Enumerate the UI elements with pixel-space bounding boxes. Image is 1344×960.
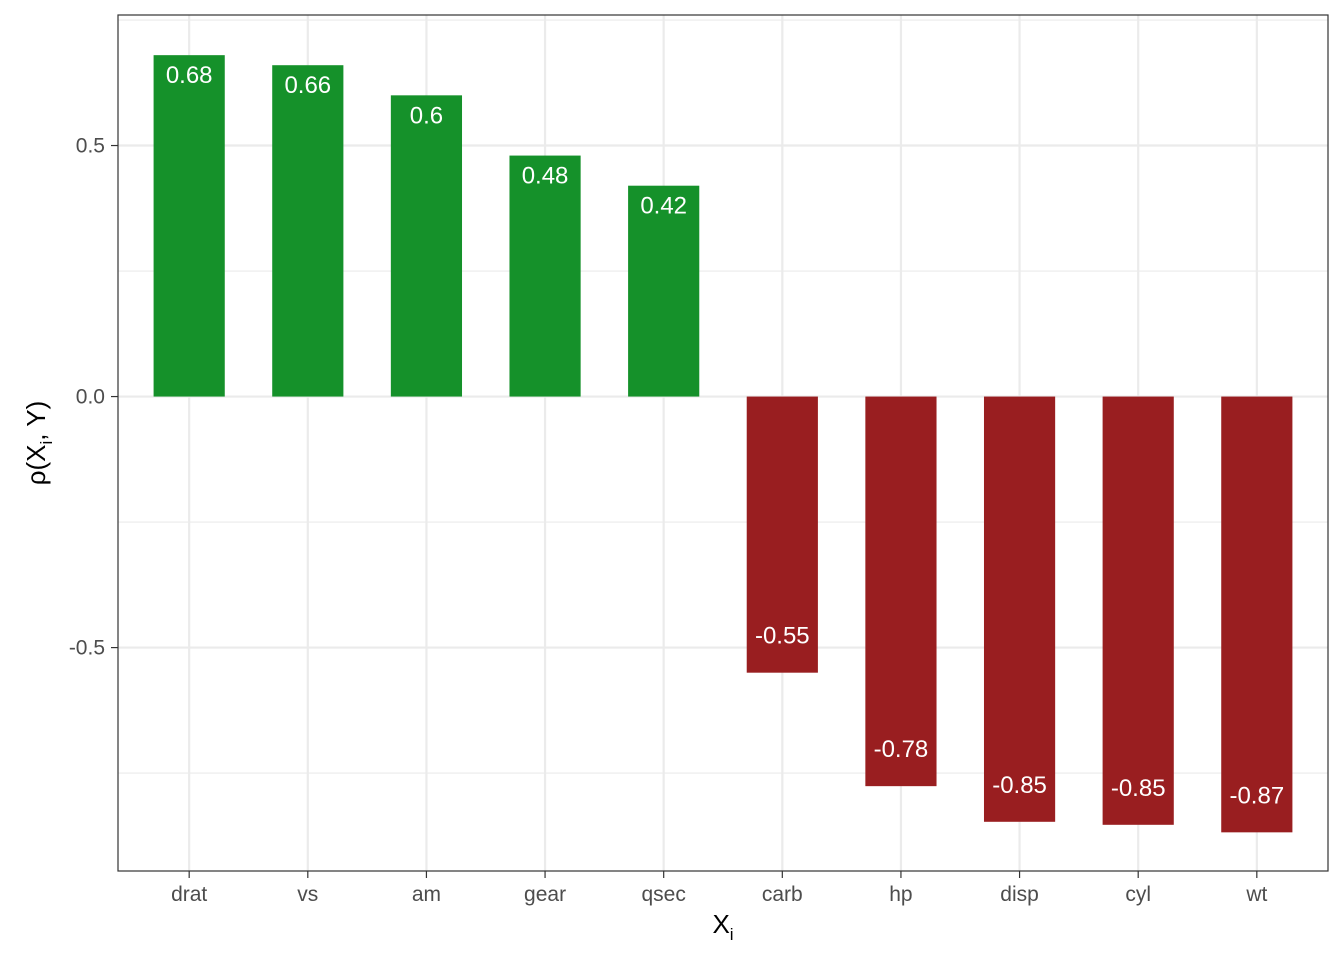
value-label-carb: -0.55: [755, 623, 810, 650]
bar-qsec: [628, 185, 700, 397]
value-label-hp: -0.78: [874, 736, 929, 763]
bar-drat: [153, 55, 225, 397]
bar-value-labels: 0.68 0.66 0.6 0.48 0.42 -0.55 -0.78 -0.85 -0.85 -…: [166, 62, 1284, 809]
bar-am: [390, 95, 463, 397]
x-tick-label-disp: disp: [1000, 883, 1039, 906]
bar-carb: [746, 396, 818, 673]
y-tick-label: -0.5: [69, 637, 105, 660]
panel-border: [117, 14, 1329, 872]
x-tick-label-am: am: [412, 883, 441, 906]
value-label-cyl: -0.85: [1111, 775, 1166, 802]
bar-vs: [272, 65, 344, 397]
bar-gear: [509, 155, 581, 397]
x-tick-label-wt: wt: [1245, 883, 1267, 906]
value-label-am: 0.6: [410, 102, 443, 129]
bar-disp: [983, 396, 1056, 822]
value-label-vs: 0.66: [284, 72, 331, 99]
bar-wt: [1221, 396, 1293, 833]
bar-cyl: [1102, 396, 1174, 825]
y-tick-label: 0.5: [76, 135, 105, 158]
bar-hp: [865, 396, 937, 787]
value-label-disp: -0.85: [992, 772, 1047, 799]
x-tick-label-qsec: qsec: [642, 883, 686, 906]
value-label-qsec: 0.42: [640, 193, 687, 220]
x-tick-label-carb: carb: [762, 883, 803, 906]
value-label-gear: 0.48: [522, 163, 569, 190]
x-tick-label-drat: drat: [171, 883, 207, 906]
value-label-drat: 0.68: [166, 62, 213, 89]
x-tick-label-hp: hp: [889, 883, 912, 906]
value-label-wt: -0.87: [1229, 782, 1284, 809]
x-tick-label-gear: gear: [524, 883, 566, 906]
x-axis-title: Xi: [712, 909, 733, 944]
bars: [153, 55, 1293, 833]
x-tick-label-vs: vs: [297, 883, 318, 906]
x-tick-label-cyl: cyl: [1125, 883, 1151, 906]
y-tick-label: 0.0: [76, 386, 105, 409]
y-axis-title: ρ(Xi, Y): [21, 401, 56, 486]
axes: 0.5 0.0 -0.5 drat vs am gear qsec carb hp disp cyl w…: [69, 135, 1268, 906]
